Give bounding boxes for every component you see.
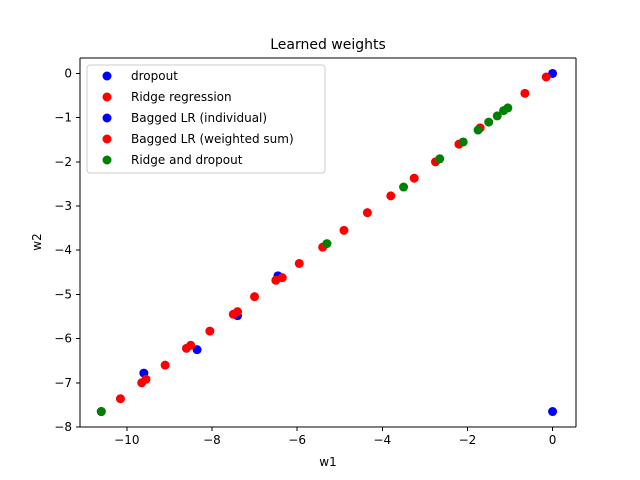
data-point [435, 154, 445, 164]
data-point [492, 111, 502, 121]
data-point [141, 374, 151, 384]
data-point [250, 292, 260, 302]
data-point [473, 125, 483, 135]
data-point [520, 88, 530, 98]
x-tick-label: −10 [114, 433, 139, 447]
legend-marker [102, 155, 112, 165]
data-point [339, 225, 349, 235]
data-point [186, 340, 196, 350]
x-tick-label: 0 [549, 433, 557, 447]
chart-title: Learned weights [270, 37, 386, 53]
legend-marker [102, 71, 112, 81]
y-axis-label: w2 [30, 233, 44, 250]
data-point [399, 182, 409, 192]
legend-item: Ridge regression [102, 90, 232, 104]
y-tick-label: −1 [54, 111, 72, 125]
legend-items: dropout Ridge regression Bagged LR (indivi… [102, 69, 294, 167]
y-tick-label: −6 [54, 332, 72, 346]
y-tick-label: −2 [54, 155, 72, 169]
data-point [115, 394, 125, 404]
legend-item: Ridge and dropout [102, 153, 243, 167]
legend-label: dropout [131, 69, 178, 83]
data-point [362, 208, 372, 218]
y-tick-label: −4 [54, 243, 72, 257]
legend-label: Bagged LR (individual) [131, 111, 267, 125]
data-point [541, 72, 551, 82]
legend-label: Bagged LR (weighted sum) [131, 132, 294, 146]
x-axis-ticks: −10 −8 −6 −4 −2 0 [114, 427, 556, 447]
legend-marker [102, 92, 112, 102]
legend-label: Ridge and dropout [131, 153, 243, 167]
legend-box [86, 64, 326, 174]
data-point [233, 307, 243, 317]
y-tick-label: 0 [64, 66, 72, 80]
x-tick-label: −8 [203, 433, 221, 447]
data-point [458, 137, 468, 147]
legend-item: dropout [102, 69, 178, 83]
legend: dropout Ridge regression Bagged LR (indivi… [86, 64, 326, 174]
data-point [409, 173, 419, 183]
x-tick-label: −6 [288, 433, 306, 447]
legend-label: Ridge regression [131, 90, 232, 104]
data-point [160, 360, 170, 370]
series-ridge-and-dropout [96, 103, 513, 417]
x-axis-label: w1 [319, 455, 336, 469]
data-point [294, 258, 304, 268]
series-bagged-lr-weighted-sum [141, 273, 287, 384]
data-point [192, 345, 202, 355]
y-tick-label: −7 [54, 376, 72, 390]
legend-item: Bagged LR (weighted sum) [102, 132, 294, 146]
data-point [386, 191, 396, 201]
data-point [484, 117, 494, 127]
legend-marker [102, 134, 112, 144]
y-tick-label: −5 [54, 287, 72, 301]
data-point [499, 106, 509, 116]
x-tick-label: −4 [373, 433, 391, 447]
data-points [96, 68, 558, 417]
legend-item: Bagged LR (individual) [102, 111, 267, 125]
data-point [548, 407, 558, 417]
legend-marker [102, 113, 112, 123]
y-axis-ticks: 0 −1 −2 −3 −4 −5 −6 −7 −8 [54, 66, 80, 434]
y-tick-label: −3 [54, 199, 72, 213]
data-point [322, 239, 332, 249]
y-tick-label: −8 [54, 420, 72, 434]
data-point [96, 407, 106, 417]
x-tick-label: −2 [459, 433, 477, 447]
data-point [277, 273, 287, 283]
data-point [205, 326, 215, 336]
